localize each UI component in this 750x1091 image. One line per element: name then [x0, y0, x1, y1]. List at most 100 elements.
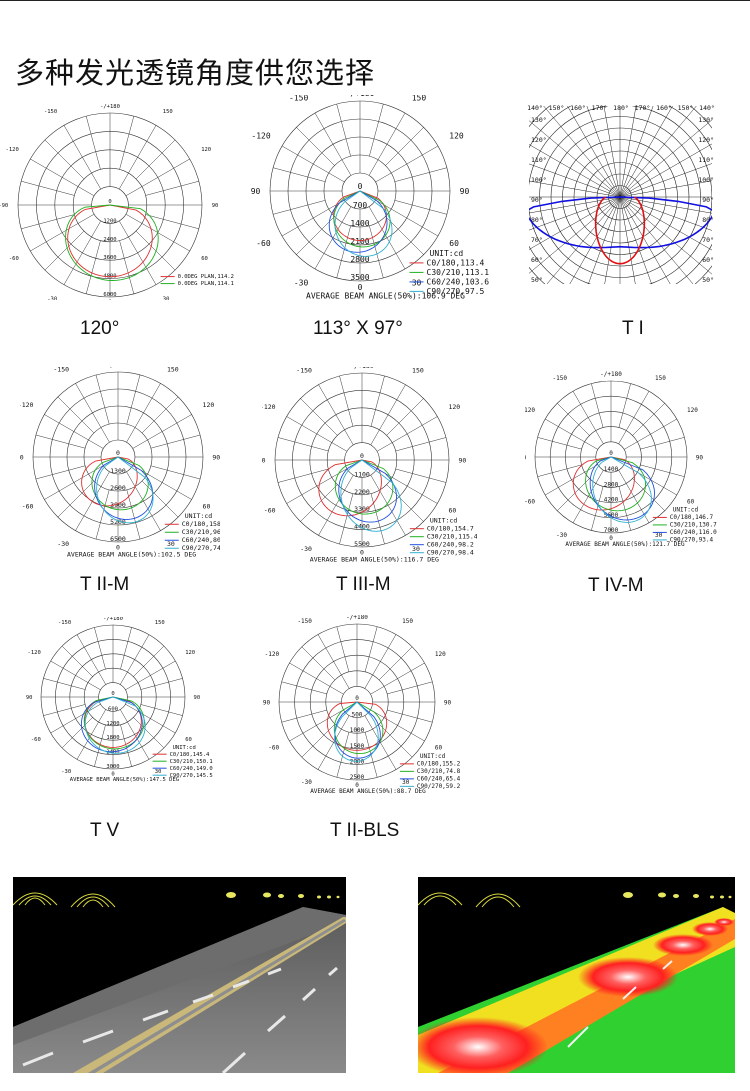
angle-label-top: -/+180	[106, 367, 130, 369]
grid-spoke	[317, 715, 350, 770]
grid-spoke	[370, 384, 406, 446]
degree-label-left: 70°	[531, 236, 543, 244]
angle-label-r120: 120	[435, 651, 446, 658]
degree-label-right: 60°	[702, 256, 714, 264]
grid-spoke	[364, 715, 397, 770]
legend-entry: C0/180,158.2	[182, 520, 220, 528]
angle-label-r120: 120	[687, 407, 698, 414]
unit-label: UNIT:cd	[185, 512, 212, 520]
grid-spoke	[44, 230, 85, 271]
angle-label-l120: -120	[28, 650, 41, 656]
ring-value-label: 2400	[106, 750, 119, 756]
legend-entry: C0/180,145.4	[170, 752, 210, 758]
grid-spoke	[545, 464, 598, 496]
grid-spoke	[370, 662, 425, 695]
series-curve	[334, 701, 379, 762]
degree-label-left: 90°	[531, 196, 543, 204]
grid-spoke	[619, 106, 697, 198]
grid-spoke	[57, 480, 95, 518]
ring-value-label: 3000	[106, 764, 119, 770]
polar-chart: -/+180-150150-120120-9090-6060-303000600…	[25, 617, 213, 783]
grid-spoke	[125, 660, 176, 691]
angle-label-top: -/+180	[600, 371, 622, 378]
angle-label-r120: 120	[201, 147, 211, 153]
grid-spoke	[572, 470, 604, 523]
grid-spoke	[619, 143, 712, 198]
grid-spoke	[133, 645, 165, 677]
beam-angle-label: AVERAGE BEAM ANGLE(50%):102.5 DEG	[67, 550, 196, 557]
grid-spoke	[545, 418, 598, 450]
angle-label-r90: 90	[444, 699, 452, 706]
grid-spoke	[300, 398, 338, 436]
grid-spoke	[120, 627, 132, 670]
grid-spoke	[368, 112, 406, 176]
page-title: 多种发光透镜角度供您选择	[15, 56, 376, 90]
diagram-caption-t5: T V	[90, 820, 120, 841]
beam-angle-label: AVERAGE BEAM ANGLE(50%):147.5 DEG	[70, 777, 179, 783]
angle-label-r30: 30	[155, 769, 162, 775]
angle-label-l120: -120	[251, 131, 270, 140]
grid-spoke	[314, 206, 352, 270]
angle-label-l120: -120	[20, 401, 34, 409]
angle-label-r150: 150	[412, 367, 424, 375]
ring-value-label: 3900	[110, 501, 126, 509]
grid-spoke	[85, 240, 101, 294]
grid-spoke	[619, 180, 712, 198]
grid-spoke	[619, 106, 637, 198]
angle-label-l60: -60	[31, 737, 41, 743]
grid-spoke	[296, 216, 335, 255]
polar-chart: -/+180 -150 150 -120 120 -90 90 -60 60 -30 30 0 0 130…	[20, 367, 220, 557]
grid-spoke	[43, 678, 86, 690]
grid-spoke	[76, 709, 107, 760]
angle-label-l150: -150	[289, 95, 308, 103]
legend-entry: C60/240,149.0	[170, 766, 213, 772]
grid-spoke	[61, 645, 93, 677]
ring-value-label: 2800	[604, 481, 619, 488]
polar-chart: -/+180 -150 150 -120 120 -90 90 -60 60 -30 30 0 0 110…	[262, 367, 477, 563]
series-curve	[80, 696, 143, 753]
grid-spoke	[61, 717, 93, 749]
grid-spoke	[44, 139, 85, 180]
grid-spoke	[281, 709, 327, 723]
grid-spoke	[395, 437, 447, 452]
grid-spoke	[588, 196, 621, 284]
angle-label-l30: -30	[556, 532, 567, 539]
grid-spoke	[632, 478, 665, 511]
ring-value-label: 600	[108, 706, 118, 712]
beam-angle-label: AVERAGE BEAM ANGLE(50%):121.7 DEG	[565, 541, 685, 548]
grid-spoke	[44, 465, 104, 500]
grid-spoke	[370, 375, 385, 427]
angle-label-r60: 60	[687, 498, 695, 505]
grid-spoke	[375, 145, 439, 183]
angle-label-r150: 150	[163, 109, 173, 115]
ring-value-label: 1000	[350, 727, 365, 734]
grid-spoke	[375, 199, 439, 237]
degree-label-right: 90°	[702, 196, 714, 204]
grid-spoke	[30, 213, 95, 252]
grid-spoke	[619, 106, 654, 198]
polar-grid	[529, 106, 712, 284]
angle-label-l120: -120	[6, 147, 19, 153]
grid-spoke	[364, 626, 378, 672]
angle-label-bottom: 0	[108, 300, 111, 301]
angle-label-top: -/+180	[350, 367, 374, 370]
grid-spoke	[21, 214, 75, 230]
angle-label-r30: 30	[163, 296, 170, 300]
grid-spoke	[619, 106, 673, 198]
grid-spoke	[281, 145, 345, 183]
legend-entry: C90/270,59.2	[417, 783, 461, 790]
grid-spoke	[529, 196, 621, 231]
grid-spoke	[618, 383, 631, 428]
angle-label-r30: 30	[412, 545, 420, 553]
degree-label-left: 130°	[531, 116, 547, 124]
series-curve	[334, 459, 394, 515]
unit-label: UNIT:cd	[430, 249, 464, 258]
polar-diagram-t2m: -/+180 -150 150 -120 120 -90 90 -60 60 -30 30 0 0 130…	[20, 367, 220, 557]
grid-spoke	[557, 403, 590, 436]
grid-spoke	[619, 196, 671, 284]
series-curve	[589, 456, 655, 521]
degree-label-top: 180°	[613, 104, 629, 112]
grid-spoke	[387, 681, 433, 695]
grid-spoke	[135, 230, 176, 271]
polar-chart: 140° 150° 160° 170° 180° 170° 160° 150° 140° 130°…	[523, 100, 718, 290]
